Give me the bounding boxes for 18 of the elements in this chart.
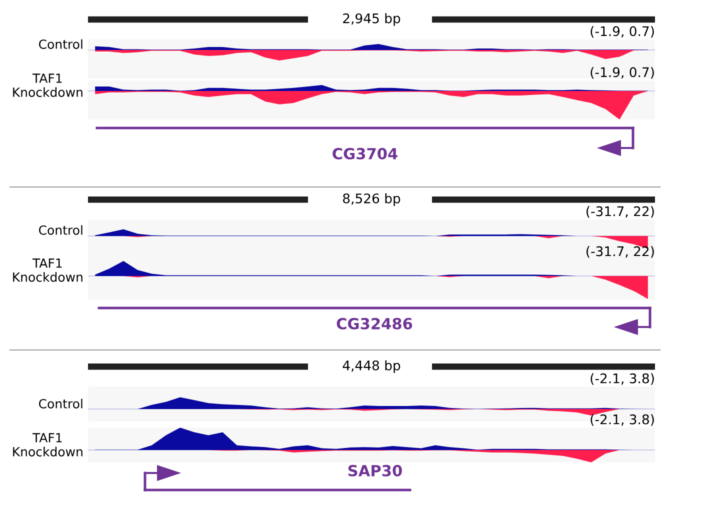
y-axis-title: Control [38,225,82,235]
y-axis-title: Control [38,39,82,49]
x-axis-title: CG3704 [332,148,398,160]
text: (-31.7, 22) [586,206,654,218]
annotation: (-2.1, 3.8) [590,414,654,426]
chart-title: 4,448 bp [342,360,400,373]
text: (-1.9, 0.7) [590,26,654,38]
x-axis-title: SAP30 [348,464,402,476]
y-axis-title: TAF1 Knockdown [13,433,82,456]
chart-title: 8,526 bp [343,193,400,206]
y-axis-title: Control [38,398,82,408]
y-axis-title: TAF1 Knockdown [13,74,82,97]
x-axis-title: CG32486 [336,318,412,330]
y-axis-title: TAF1 Knockdown [13,258,82,282]
chart-title: 2,945 bp [343,13,400,26]
text: (-2.1, 3.8) [590,373,654,385]
annotation: (-31.7, 22) [586,246,654,258]
text: (-1.9, 0.7) [590,66,654,79]
